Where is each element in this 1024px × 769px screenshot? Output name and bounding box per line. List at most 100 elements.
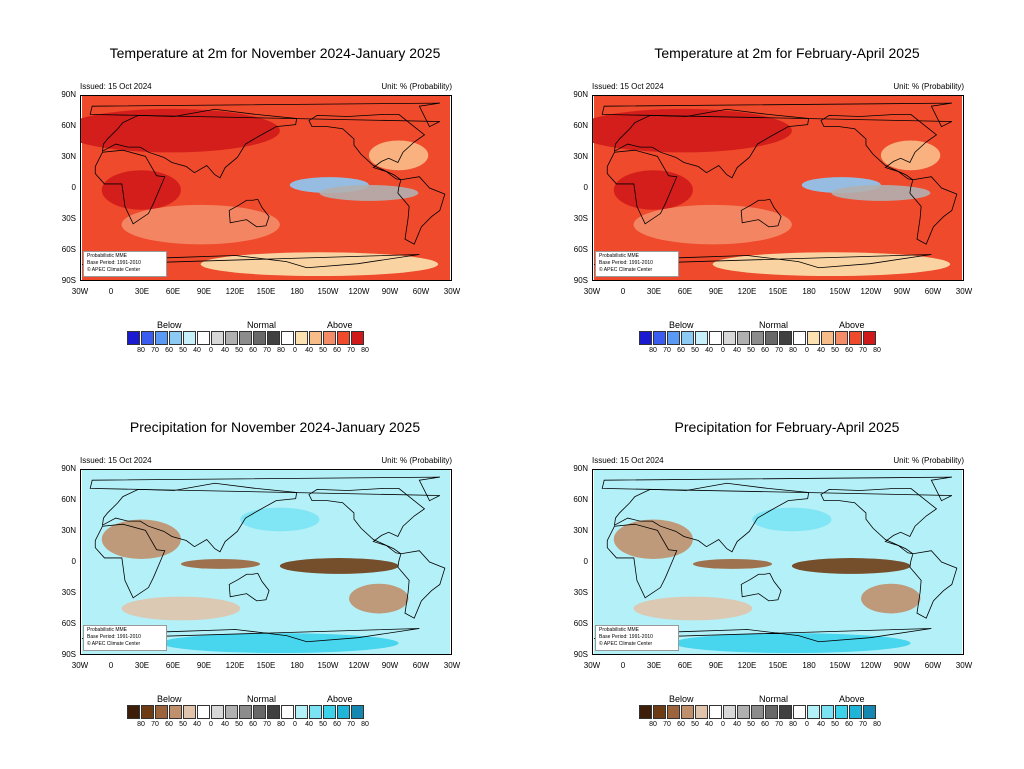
legend-swatch — [337, 705, 350, 719]
legend-tick: 80 — [137, 347, 145, 354]
lat-label: 0 — [583, 183, 588, 192]
legend-swatch — [197, 331, 210, 345]
lon-label: 150E — [768, 661, 788, 670]
legend-tick: 60 — [249, 721, 257, 728]
lat-label: 30N — [573, 526, 588, 535]
probability-region — [692, 559, 773, 569]
lon-label: 30E — [134, 661, 150, 670]
legend-category: Above — [327, 694, 353, 704]
probability-region — [161, 633, 399, 654]
info-line: Probabilistic MME — [599, 253, 640, 259]
legend-tick: 50 — [831, 721, 839, 728]
legend-tick: 70 — [347, 347, 355, 354]
probability-region — [180, 559, 261, 569]
coastline — [228, 198, 270, 228]
lat-label: 60S — [573, 245, 588, 254]
issued-date: Issued: 15 Oct 2024 — [80, 82, 152, 91]
legend-tick: 40 — [193, 347, 201, 354]
coastline — [308, 114, 426, 181]
legend-tick: 70 — [263, 721, 271, 728]
probability-region — [831, 185, 931, 201]
lon-label: 30W — [955, 287, 973, 296]
info-line: Base Period: 1991-2010 — [87, 634, 141, 640]
lat-label: 60N — [61, 495, 76, 504]
legend-category: Normal — [247, 320, 277, 330]
legend-swatch — [351, 705, 364, 719]
unit-label: Unit: % (Probability) — [381, 82, 452, 91]
legend-swatch — [169, 331, 182, 345]
lon-label: 90W — [893, 661, 911, 670]
legend-category: Above — [327, 320, 353, 330]
coastline — [94, 149, 166, 225]
lon-label: 30W — [71, 661, 89, 670]
legend-swatch — [211, 705, 224, 719]
legend-tick: 50 — [179, 347, 187, 354]
lon-label: 90E — [708, 287, 724, 296]
legend-swatch — [323, 705, 336, 719]
legend-tick: 80 — [277, 721, 285, 728]
legend-swatch — [155, 705, 168, 719]
lat-label: 60N — [573, 495, 588, 504]
lon-label: 150W — [317, 287, 339, 296]
lon-label: 30W — [955, 661, 973, 670]
probability-region — [101, 519, 181, 560]
legend-tick: 80 — [873, 721, 881, 728]
coastline — [606, 523, 678, 599]
coastline — [601, 476, 952, 502]
probability-region — [880, 140, 941, 171]
legend-swatch — [653, 331, 666, 345]
legend-swatch — [667, 705, 680, 719]
legend-tick: 50 — [691, 721, 699, 728]
info-line: © APEC Climate Center — [87, 267, 141, 273]
lat-label: 0 — [71, 183, 76, 192]
coastline — [89, 476, 440, 502]
coastline — [820, 114, 938, 181]
lon-label: 60E — [165, 287, 181, 296]
lat-label: 0 — [583, 557, 588, 566]
legend-tick: 40 — [305, 721, 313, 728]
legend-swatch — [765, 705, 778, 719]
legend-tick: 50 — [179, 721, 187, 728]
legend-swatch — [835, 331, 848, 345]
legend-swatch — [225, 331, 238, 345]
legend-swatch — [835, 705, 848, 719]
info-box: Probabilistic MME Base Period: 1991-2010 ©… — [595, 251, 679, 277]
legend-category: Normal — [759, 320, 789, 330]
lon-label: 0 — [108, 287, 114, 296]
legend-swatch — [309, 705, 322, 719]
lon-label: 30W — [71, 287, 89, 296]
lon-label: 90E — [196, 287, 212, 296]
map-panel: Temperature at 2m for February-April 202… — [552, 45, 1022, 385]
legend-tick: 60 — [761, 347, 769, 354]
legend-tick: 0 — [293, 347, 297, 354]
legend-swatch — [281, 331, 294, 345]
legend-swatch — [681, 705, 694, 719]
lat-label: 60S — [573, 619, 588, 628]
lat-label: 60S — [61, 619, 76, 628]
lat-label: 30S — [61, 588, 76, 597]
lat-label: 90S — [573, 276, 588, 285]
legend-tick: 70 — [151, 347, 159, 354]
legend-swatch — [793, 705, 806, 719]
lon-label: 120W — [348, 661, 370, 670]
legend-tick: 0 — [805, 721, 809, 728]
legend-swatch — [793, 331, 806, 345]
legend-swatch — [141, 705, 154, 719]
lon-label: 150W — [317, 661, 339, 670]
legend-swatch — [155, 331, 168, 345]
info-line: © APEC Climate Center — [599, 267, 653, 273]
legend-tick: 80 — [361, 347, 369, 354]
legend-tick: 40 — [817, 721, 825, 728]
legend-swatch — [723, 331, 736, 345]
map-panel: Temperature at 2m for November 2024-Janu… — [40, 45, 510, 385]
legend-swatch — [295, 705, 308, 719]
map-frame — [80, 95, 452, 281]
lat-label: 30S — [573, 214, 588, 223]
legend-swatch — [779, 331, 792, 345]
legend-tick: 50 — [747, 347, 755, 354]
legend-swatch — [639, 331, 652, 345]
legend-category: Normal — [759, 694, 789, 704]
info-line: © APEC Climate Center — [599, 641, 653, 647]
lon-label: 60W — [924, 287, 942, 296]
legend-tick: 70 — [263, 347, 271, 354]
